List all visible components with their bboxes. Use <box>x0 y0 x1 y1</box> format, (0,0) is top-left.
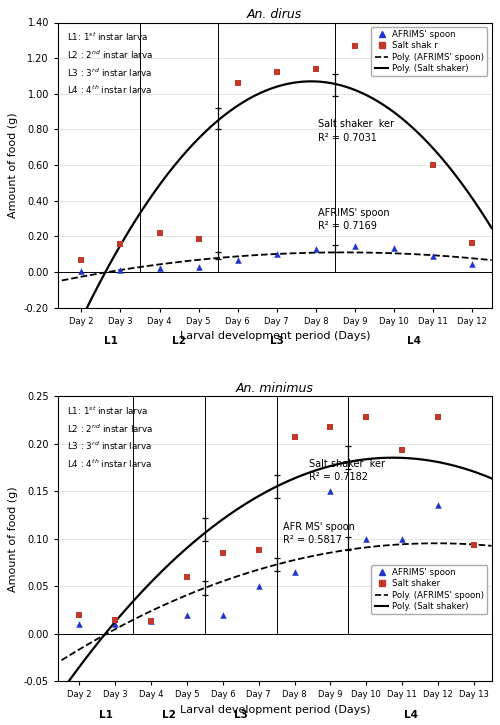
Text: AFRIMS' spoon
R² = 0.7169: AFRIMS' spoon R² = 0.7169 <box>318 208 390 231</box>
Point <box>234 78 241 89</box>
Y-axis label: Amount of food (g): Amount of food (g) <box>8 486 18 592</box>
Point <box>112 613 120 625</box>
Y-axis label: Amount of food (g): Amount of food (g) <box>8 112 18 218</box>
Point <box>234 254 241 266</box>
Text: AFR MS' spoon
R² = 0.5817: AFR MS' spoon R² = 0.5817 <box>284 521 356 544</box>
Point <box>254 544 262 556</box>
Point <box>254 581 262 592</box>
Point <box>183 609 191 621</box>
Text: L3: L3 <box>270 336 283 347</box>
Point <box>326 485 334 497</box>
Text: L3: L3 <box>234 710 247 720</box>
Text: L4: L4 <box>404 710 418 720</box>
Point <box>219 547 227 559</box>
Text: L1: L1 <box>100 710 113 720</box>
Point <box>390 242 398 254</box>
Text: L2: L2 <box>172 336 186 347</box>
Point <box>156 227 164 239</box>
Point <box>112 618 120 630</box>
Point <box>351 241 359 252</box>
Text: L1: L1 <box>104 336 118 347</box>
Point <box>312 63 320 75</box>
Text: Salt shaker  ker
R² = 0.7031: Salt shaker ker R² = 0.7031 <box>318 120 394 143</box>
Text: Salt shaker  ker
R² = 0.7182: Salt shaker ker R² = 0.7182 <box>310 459 386 482</box>
Text: L2: L2 <box>162 710 176 720</box>
Point <box>290 566 298 578</box>
Point <box>116 264 124 276</box>
Text: L4: L4 <box>406 336 420 347</box>
Point <box>76 618 84 630</box>
Point <box>76 609 84 621</box>
Point <box>290 431 298 443</box>
Point <box>116 239 124 250</box>
Point <box>194 233 202 245</box>
X-axis label: Larval development period (Days): Larval development period (Days) <box>180 331 370 341</box>
Legend: AFRIMS' spoon, Salt shaker, Poly. (AFRIMS' spoon), Poly. (Salt shaker): AFRIMS' spoon, Salt shaker, Poly. (AFRIM… <box>371 565 488 614</box>
Text: L1: 1$^{st}$ instar larva
L2 : 2$^{nd}$ instar larva
L3 : 3$^{rd}$ instar larva
: L1: 1$^{st}$ instar larva L2 : 2$^{nd}$ … <box>66 405 153 470</box>
Point <box>362 411 370 423</box>
Point <box>434 411 442 423</box>
Point <box>398 444 406 456</box>
Point <box>78 265 86 277</box>
Point <box>362 533 370 544</box>
Point <box>470 539 478 551</box>
Point <box>429 160 437 171</box>
Title: An. minimus: An. minimus <box>236 382 314 395</box>
Point <box>156 262 164 273</box>
Point <box>312 243 320 254</box>
Point <box>468 237 476 249</box>
Point <box>326 420 334 432</box>
Point <box>468 258 476 270</box>
Point <box>429 250 437 262</box>
Point <box>470 590 478 602</box>
Point <box>219 609 227 621</box>
X-axis label: Larval development period (Days): Larval development period (Days) <box>180 705 370 715</box>
Point <box>272 249 280 260</box>
Point <box>147 616 155 627</box>
Point <box>147 616 155 627</box>
Point <box>194 261 202 273</box>
Point <box>398 533 406 544</box>
Point <box>78 254 86 265</box>
Legend: AFRIMS' spoon, Salt shak r, Poly. (AFRIMS' spoon), Poly. (Salt shaker): AFRIMS' spoon, Salt shak r, Poly. (AFRIM… <box>371 27 488 76</box>
Point <box>183 571 191 582</box>
Point <box>434 500 442 511</box>
Point <box>390 51 398 62</box>
Text: L1: 1$^{st}$ instar larva
L2 : 2$^{nd}$ instar larva
L3 : 3$^{rd}$ instar larva
: L1: 1$^{st}$ instar larva L2 : 2$^{nd}$ … <box>66 31 153 96</box>
Title: An. dirus: An. dirus <box>247 8 302 21</box>
Point <box>272 67 280 78</box>
Point <box>351 40 359 51</box>
